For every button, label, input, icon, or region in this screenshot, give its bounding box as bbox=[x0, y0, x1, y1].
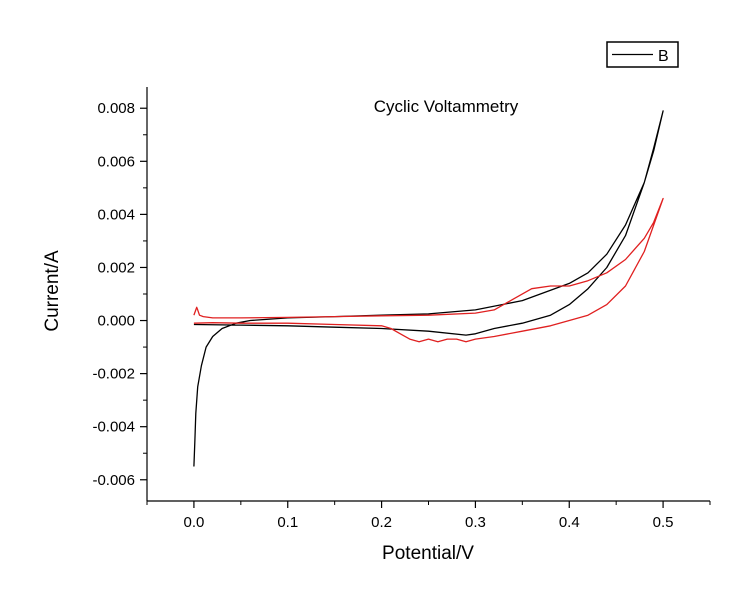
series-layer bbox=[193, 110, 664, 467]
x-tick-label: 0.0 bbox=[183, 514, 204, 531]
x-axis-title: Potential/V bbox=[382, 543, 474, 564]
x-tick-label: 0.2 bbox=[371, 514, 392, 531]
y-tick-label: 0.002 bbox=[97, 259, 135, 276]
y-tick-label: 0.000 bbox=[97, 313, 135, 330]
plot-axes bbox=[146, 87, 710, 502]
series-line-b bbox=[193, 110, 664, 467]
x-tick-label: 0.4 bbox=[559, 514, 580, 531]
series-line-unlabeled-1 bbox=[193, 197, 664, 343]
y-tick-label: 0.008 bbox=[97, 100, 135, 117]
y-tick-label: 0.004 bbox=[97, 206, 135, 223]
x-tick-label: 0.3 bbox=[465, 514, 486, 531]
y-tick-label: -0.002 bbox=[92, 366, 135, 383]
chart-title: Cyclic Voltammetry bbox=[374, 97, 519, 116]
x-axis-ticks: 0.0 0.1 0.2 0.3 0.4 0.5 bbox=[146, 501, 711, 531]
legend: B bbox=[606, 41, 679, 68]
y-axis-ticks: -0.006 -0.004 -0.002 0.000 0.002 0.004 0.006 0.… bbox=[92, 100, 147, 489]
x-tick-label: 0.5 bbox=[653, 514, 674, 531]
y-axis-title: Current/A bbox=[42, 250, 63, 332]
y-tick-label: 0.006 bbox=[97, 153, 135, 170]
y-tick-label: -0.004 bbox=[92, 419, 135, 436]
legend-label-b: B bbox=[658, 48, 669, 65]
x-tick-label: 0.1 bbox=[277, 514, 298, 531]
y-tick-label: -0.006 bbox=[92, 472, 135, 489]
